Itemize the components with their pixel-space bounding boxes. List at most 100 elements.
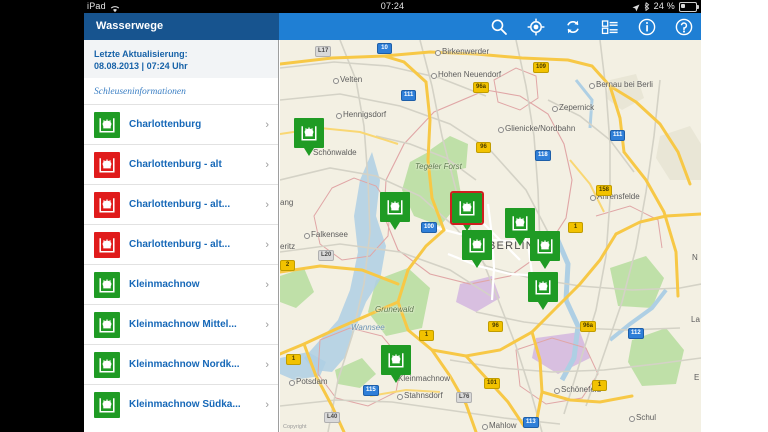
road-shield: L40 xyxy=(324,412,341,423)
road-shield: 1 xyxy=(286,354,301,365)
lock-status-icon xyxy=(94,111,120,138)
chevron-right-icon: › xyxy=(265,398,269,411)
map-place-dot xyxy=(482,424,488,430)
lock-marker-body xyxy=(462,230,492,260)
clock: 07:24 xyxy=(380,1,405,11)
lock-marker-body xyxy=(528,272,558,302)
lock-marker[interactable] xyxy=(530,231,560,269)
help-icon[interactable] xyxy=(675,18,693,36)
lock-status-icon xyxy=(94,191,120,218)
map-place-dot xyxy=(431,73,437,79)
road-shield: 118 xyxy=(535,150,551,161)
toolbar xyxy=(490,13,693,40)
map-place-dot xyxy=(397,394,403,400)
list-item[interactable]: Kleinmachnow Mittel... › xyxy=(84,304,278,344)
locate-icon[interactable] xyxy=(527,18,545,36)
list-item[interactable]: Charlottenburg - alt... › xyxy=(84,224,278,264)
chevron-right-icon: › xyxy=(265,278,269,291)
lock-marker-tail xyxy=(515,238,525,246)
lock-marker-tail xyxy=(304,148,314,156)
list-item[interactable]: Charlottenburg - alt... › xyxy=(84,184,278,224)
road-shield: L17 xyxy=(315,46,332,57)
map-place-dot xyxy=(590,195,596,201)
list-item-label: Kleinmachnow xyxy=(129,279,200,290)
road-shield: 111 xyxy=(610,130,626,141)
lock-marker-tail xyxy=(538,302,548,310)
bluetooth-icon xyxy=(644,2,650,12)
letterbox-right xyxy=(701,0,768,432)
road-shield: L76 xyxy=(456,392,473,403)
road-shield: 96a xyxy=(473,82,490,93)
lock-marker[interactable] xyxy=(505,208,535,246)
lock-marker-body xyxy=(381,345,411,375)
lock-marker[interactable] xyxy=(380,192,410,230)
status-bar-center: 07:24 xyxy=(84,0,701,13)
map-place-dot xyxy=(554,388,560,394)
list-item[interactable]: Kleinmachnow › xyxy=(84,264,278,304)
sidebar: Letzte Aktualisierung: 08.08.2013 | 07:2… xyxy=(84,40,279,432)
list-item[interactable]: Kleinmachnow Südka... › xyxy=(84,384,278,424)
lock-status-icon xyxy=(94,271,120,298)
lock-marker[interactable] xyxy=(450,191,484,231)
list-item-label: Kleinmachnow Nordk... xyxy=(129,359,240,370)
lock-marker-body xyxy=(380,192,410,222)
lock-list: Charlottenburg › Charlottenburg - alt › Char… xyxy=(84,104,278,424)
chevron-right-icon: › xyxy=(265,238,269,251)
list-item[interactable]: Kleinmachnow Nordk... › xyxy=(84,344,278,384)
road-shield: 10 xyxy=(377,43,392,54)
lock-marker[interactable] xyxy=(528,272,558,310)
last-update-value: 08.08.2013 | 07:24 Uhr xyxy=(94,61,188,71)
road-shield: 1 xyxy=(592,380,607,391)
lock-marker-tail xyxy=(540,261,550,269)
last-update-label: Letzte Aktualisierung: xyxy=(94,49,188,59)
chevron-right-icon: › xyxy=(265,118,269,131)
map-place-dot xyxy=(336,113,342,119)
map-place-dot xyxy=(498,127,504,133)
list-item[interactable]: Charlottenburg › xyxy=(84,104,278,144)
map-view[interactable]: Birkenwerder Hohen Neuendorf Bernau bei Be… xyxy=(280,40,701,432)
refresh-icon[interactable] xyxy=(564,18,582,36)
device-label: iPad xyxy=(87,1,106,11)
info-icon[interactable] xyxy=(638,18,656,36)
navigation-title-bar xyxy=(84,13,279,40)
road-shield: 113 xyxy=(523,417,539,428)
lock-marker[interactable] xyxy=(462,230,492,268)
lock-marker-tail xyxy=(472,260,482,268)
list-item-label: Kleinmachnow Südka... xyxy=(129,399,241,410)
road-shield: 109 xyxy=(533,62,550,73)
list-item-label: Charlottenburg xyxy=(129,119,202,130)
list-icon[interactable] xyxy=(601,18,619,36)
app-title: Wasserwege xyxy=(96,20,164,32)
road-shield: 111 xyxy=(401,90,417,101)
lock-status-icon xyxy=(94,231,120,258)
road-shield: 96 xyxy=(476,142,491,153)
road-shield: L20 xyxy=(318,250,335,261)
battery-percent: 24 % xyxy=(653,1,675,11)
map-place-dot xyxy=(435,50,441,56)
list-item-label: Charlottenburg - alt xyxy=(129,159,222,170)
road-shield: 96a xyxy=(580,321,597,332)
road-shield: 96 xyxy=(488,321,503,332)
last-update-box: Letzte Aktualisierung: 08.08.2013 | 07:2… xyxy=(84,40,278,78)
lock-status-icon xyxy=(94,311,120,338)
map-copyright: Copyright xyxy=(283,424,307,430)
lock-marker[interactable] xyxy=(381,345,411,383)
list-item[interactable]: Charlottenburg - alt › xyxy=(84,144,278,184)
lock-marker-tail xyxy=(391,375,401,383)
search-icon[interactable] xyxy=(490,18,508,36)
map-place-dot xyxy=(589,83,595,89)
road-shield: 112 xyxy=(628,328,644,339)
lock-marker-tail xyxy=(462,223,472,231)
lock-marker[interactable] xyxy=(294,118,324,156)
road-shield: 1 xyxy=(419,330,434,341)
ipad-screen: iPad 07:24 24 % Wasserwege xyxy=(84,0,701,432)
battery-icon xyxy=(679,1,699,12)
road-shield: 101 xyxy=(484,378,501,389)
map-place-dot xyxy=(289,380,295,386)
map-place-dot xyxy=(304,233,310,239)
section-title: Schleuseninformationen xyxy=(84,78,278,104)
status-bar: iPad 07:24 24 % xyxy=(84,0,701,13)
chevron-right-icon: › xyxy=(265,358,269,371)
map-place-dot xyxy=(552,106,558,112)
list-item-label: Charlottenburg - alt... xyxy=(129,239,231,250)
